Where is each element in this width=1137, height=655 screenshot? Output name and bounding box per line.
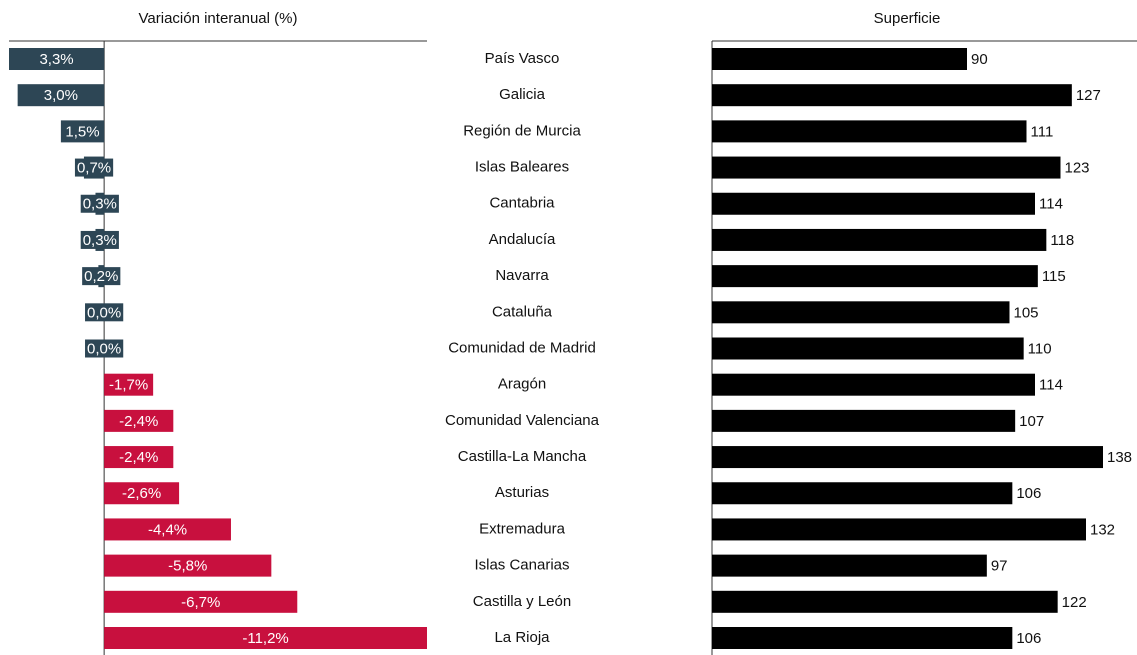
bar <box>712 301 1010 324</box>
label-bg <box>82 267 121 286</box>
bar <box>9 48 105 70</box>
bar <box>60 120 105 143</box>
bar <box>104 554 272 577</box>
category-label: Cantabria <box>489 195 555 212</box>
bar <box>104 409 174 432</box>
bar <box>712 192 1035 215</box>
value-label: 122 <box>1062 594 1087 611</box>
bar <box>712 48 967 70</box>
value-label: 0,3% <box>83 196 117 213</box>
category-label: Extremadura <box>479 520 566 537</box>
value-label: 0,7% <box>77 160 111 177</box>
category-label: Andalucía <box>489 231 556 248</box>
bar <box>712 84 1072 107</box>
bar <box>712 590 1058 613</box>
value-label: 115 <box>1042 268 1066 285</box>
label-bg <box>85 339 124 358</box>
value-label: 0,2% <box>84 268 118 285</box>
value-label: -2,6% <box>122 485 161 502</box>
value-label: 132 <box>1090 521 1115 538</box>
category-label: Islas Baleares <box>475 159 569 176</box>
value-label: 138 <box>1107 449 1132 466</box>
category-label: Región de Murcia <box>463 122 581 139</box>
bar <box>712 518 1086 541</box>
value-label: 114 <box>1039 196 1063 213</box>
bar <box>712 409 1016 432</box>
value-label: 123 <box>1065 160 1090 177</box>
label-bg <box>80 230 119 249</box>
value-label: 3,3% <box>39 51 73 68</box>
value-label: -11,2% <box>242 630 288 647</box>
value-label: 127 <box>1076 87 1101 104</box>
value-label: 0,0% <box>87 340 121 357</box>
bar <box>712 482 1013 505</box>
bar <box>712 627 1013 649</box>
category-label: Galicia <box>499 86 546 103</box>
bar <box>104 482 180 505</box>
bar <box>712 554 987 577</box>
value-label: 107 <box>1019 413 1044 430</box>
value-label: -1,7% <box>109 377 148 394</box>
bar <box>712 156 1061 179</box>
bar <box>712 373 1035 396</box>
value-label: -6,7% <box>181 594 220 611</box>
bar <box>712 120 1027 143</box>
bar <box>712 265 1038 288</box>
category-label: La Rioja <box>494 629 550 646</box>
label-bg <box>74 158 114 177</box>
bar <box>104 446 174 469</box>
label-bg <box>80 194 119 213</box>
bar <box>712 228 1047 251</box>
category-label: Comunidad de Madrid <box>448 339 596 356</box>
category-label: Castilla-La Mancha <box>458 448 587 465</box>
category-label: Castilla y León <box>473 593 571 610</box>
value-label: 1,5% <box>65 123 99 140</box>
value-label: 114 <box>1039 377 1063 394</box>
category-label: País Vasco <box>485 50 560 67</box>
category-label: Navarra <box>495 267 549 284</box>
value-label: -2,4% <box>119 449 158 466</box>
value-label: 0,0% <box>87 304 121 321</box>
category-label: Comunidad Valenciana <box>445 412 600 429</box>
category-label: Cataluña <box>492 303 553 320</box>
bar <box>104 518 231 541</box>
bar <box>104 373 154 396</box>
value-label: 110 <box>1028 340 1052 357</box>
chart-title: Superficie <box>874 10 941 27</box>
category-label: Aragón <box>498 376 546 393</box>
bar <box>104 590 298 613</box>
value-label: -4,4% <box>148 521 187 538</box>
value-label: 118 <box>1050 232 1074 249</box>
value-label: 105 <box>1014 304 1039 321</box>
value-label: 0,3% <box>83 232 117 249</box>
value-label: 106 <box>1016 485 1041 502</box>
value-label: 97 <box>991 558 1008 575</box>
value-label: 111 <box>1031 123 1054 140</box>
value-label: 106 <box>1016 630 1041 647</box>
value-label: -5,8% <box>168 558 207 575</box>
label-bg <box>85 303 124 322</box>
value-label: -2,4% <box>119 413 158 430</box>
category-label: Asturias <box>495 484 549 501</box>
bar <box>712 446 1103 469</box>
value-label: 3,0% <box>44 87 78 104</box>
category-label: Islas Canarias <box>474 557 569 574</box>
value-label: 90 <box>971 51 988 68</box>
chart-title: Variación interanual (%) <box>139 10 298 27</box>
bar <box>104 627 427 649</box>
bar <box>712 337 1024 360</box>
bar <box>17 84 105 107</box>
